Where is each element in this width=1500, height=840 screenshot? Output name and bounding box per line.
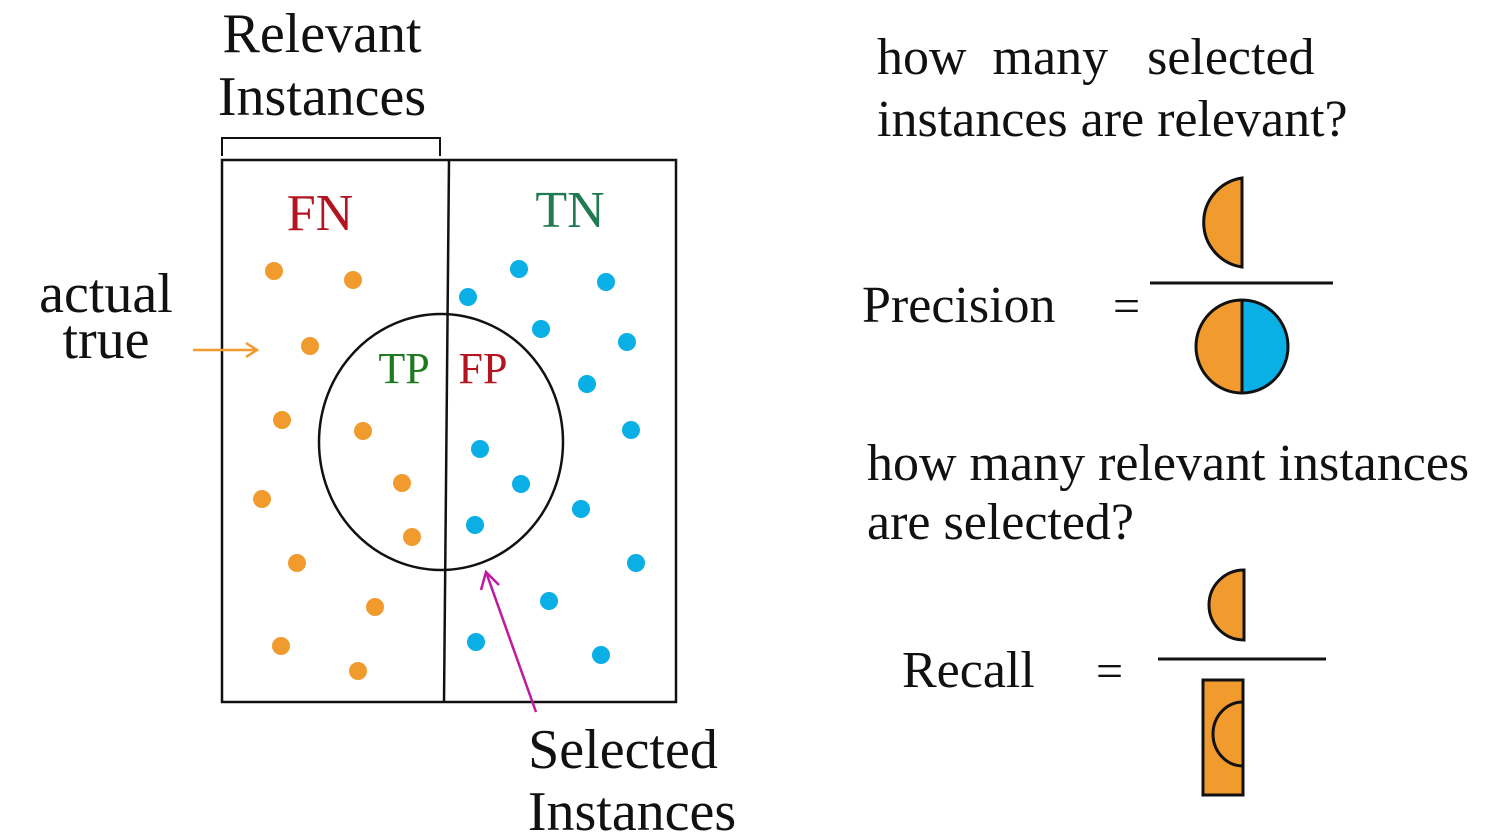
irrelevant-dot (622, 421, 640, 439)
tp-label: TP (378, 344, 429, 393)
irrelevant-dot (459, 288, 477, 306)
precision-denominator-icon (1194, 298, 1290, 395)
relevant-dot (301, 337, 319, 355)
up-left-arrow-icon (479, 569, 538, 713)
recall-numerator-icon (1207, 568, 1246, 642)
actual-true-line-2: true (62, 309, 149, 371)
recall-denominator-icon (1201, 678, 1245, 797)
relevant-dot (288, 554, 306, 572)
recall-question-line-1: how many relevant instances (867, 435, 1469, 492)
irrelevant-dot (578, 375, 596, 393)
actual-true-label: actual true (39, 263, 173, 371)
precision-equals: = (1113, 280, 1140, 333)
recall-equals: = (1096, 645, 1123, 698)
irrelevant-dot (540, 592, 558, 610)
precision-label: Precision (862, 277, 1056, 334)
precision-question-line-2: instances are relevant? (877, 91, 1348, 148)
precision-question: how many selected instances are relevant… (877, 29, 1348, 148)
relevant-instances-label: Relevant Instances (218, 3, 426, 128)
relevant-dot (349, 662, 367, 680)
fp-label: FP (459, 344, 508, 393)
irrelevant-dot (510, 260, 528, 278)
irrelevant-dot (532, 320, 550, 338)
irrelevant-dot (592, 646, 610, 664)
relevant-bracket (221, 137, 441, 156)
irrelevant-dot (471, 440, 489, 458)
actual-true-line-1: actual (39, 263, 173, 325)
recall-question-line-2: are selected? (867, 494, 1134, 551)
selected-label-line-2: Instances (528, 781, 736, 840)
irrelevant-dot (467, 633, 485, 651)
relevant-divider (442, 159, 451, 703)
relevant-dot (344, 271, 362, 289)
irrelevant-dot (597, 273, 615, 291)
relevant-dots (253, 262, 421, 680)
relevant-dot (366, 598, 384, 616)
tn-label: TN (535, 182, 604, 239)
relevant-dot (354, 422, 372, 440)
relevant-dot (403, 528, 421, 546)
relevant-dot (393, 474, 411, 492)
recall-label: Recall (902, 642, 1035, 699)
irrelevant-dot (572, 500, 590, 518)
selected-label-line-1: Selected (528, 719, 718, 781)
selected-instances-label: Selected Instances (528, 719, 736, 840)
precision-question-line-1: how many selected (877, 29, 1315, 86)
irrelevant-dot (466, 516, 484, 534)
right-arrow-icon (193, 341, 260, 359)
relevant-dot (265, 262, 283, 280)
irrelevant-dot (627, 554, 645, 572)
relevant-label-line-1: Relevant (222, 3, 421, 65)
relevant-dot (253, 490, 271, 508)
irrelevant-dot (618, 333, 636, 351)
relevant-label-line-2: Instances (218, 66, 426, 128)
irrelevant-dot (512, 475, 530, 493)
fn-label: FN (287, 185, 353, 242)
relevant-dot (272, 637, 290, 655)
relevant-dot (273, 411, 291, 429)
precision-numerator-icon (1202, 176, 1244, 269)
recall-question: how many relevant instances are selected… (867, 435, 1469, 551)
irrelevant-dots (459, 260, 645, 664)
selected-circle (317, 312, 565, 572)
